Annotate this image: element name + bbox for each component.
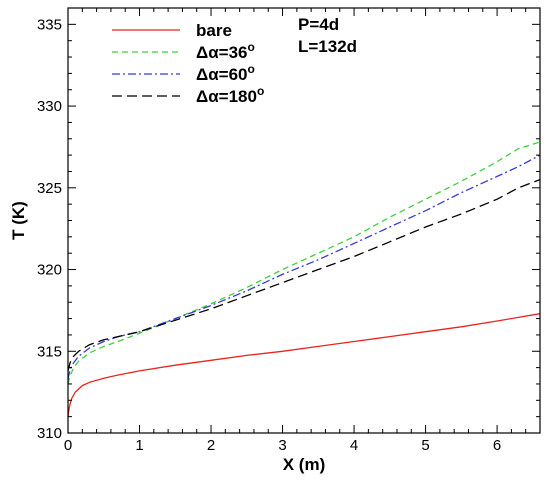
legend-label-1: Δα=36o <box>196 40 255 62</box>
series-line-1 <box>67 141 541 385</box>
y-tick-label: 330 <box>37 98 62 115</box>
y-tick-label: 335 <box>37 16 62 33</box>
x-tick-label: 2 <box>207 437 215 454</box>
x-tick-label: 3 <box>278 437 286 454</box>
x-tick-label: 0 <box>64 437 72 454</box>
series-layer <box>67 141 541 417</box>
series-line-2 <box>67 154 541 380</box>
annotation-1: L=132d <box>298 37 357 56</box>
y-tick-label: 325 <box>37 180 62 197</box>
x-axis-title: X (m) <box>283 455 326 474</box>
legend-label-3: Δα=180o <box>196 84 264 106</box>
annotation-0: P=4d <box>298 15 339 34</box>
axes-layer: 0 1 2 3 4 5 6 310 315 320 325 330 335 X (m) T (K) <box>9 7 541 474</box>
x-tick-label: 5 <box>421 437 429 454</box>
x-tick-label: 1 <box>135 437 143 454</box>
y-axis-title: T (K) <box>9 201 28 240</box>
x-tick-label: 6 <box>493 437 501 454</box>
series-line-3 <box>67 178 541 372</box>
y-tick-label: 310 <box>37 425 62 442</box>
series-line-0 <box>67 313 541 417</box>
legend-label-0: bare <box>196 21 232 40</box>
annotations: P=4d L=132d <box>298 15 357 56</box>
legend-label-2: Δα=60o <box>196 62 255 84</box>
x-tick-label: 4 <box>350 437 358 454</box>
plot-frame <box>67 7 541 434</box>
y-tick-label: 320 <box>37 262 62 279</box>
y-tick-label: 315 <box>37 343 62 360</box>
